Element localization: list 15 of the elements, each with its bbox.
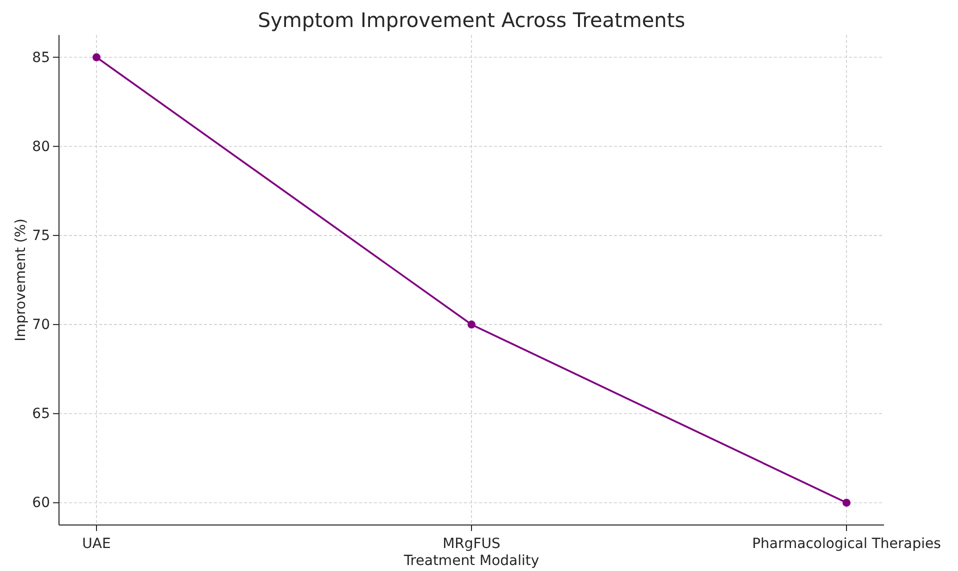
y-tick-label: 80 — [32, 138, 50, 155]
point — [468, 320, 476, 329]
x-axis-title: Treatment Modality — [402, 553, 540, 569]
point — [92, 53, 100, 62]
x-tick-label: UAE — [82, 536, 111, 552]
y-axis-title: Improvement (%) — [13, 218, 29, 342]
y-tick-label: 60 — [32, 495, 50, 512]
y-tick-label: 85 — [32, 50, 50, 66]
y-tick-label: 75 — [32, 228, 50, 244]
y-tick-label: 70 — [32, 317, 50, 334]
x-tick-label: Pharmacological Therapies — [752, 536, 941, 552]
y-tick-label: 65 — [32, 406, 50, 422]
point — [842, 498, 850, 507]
x-tick-label: MRgFUS — [442, 536, 501, 552]
chart-title: Symptom Improvement Across Treatments — [258, 8, 686, 32]
